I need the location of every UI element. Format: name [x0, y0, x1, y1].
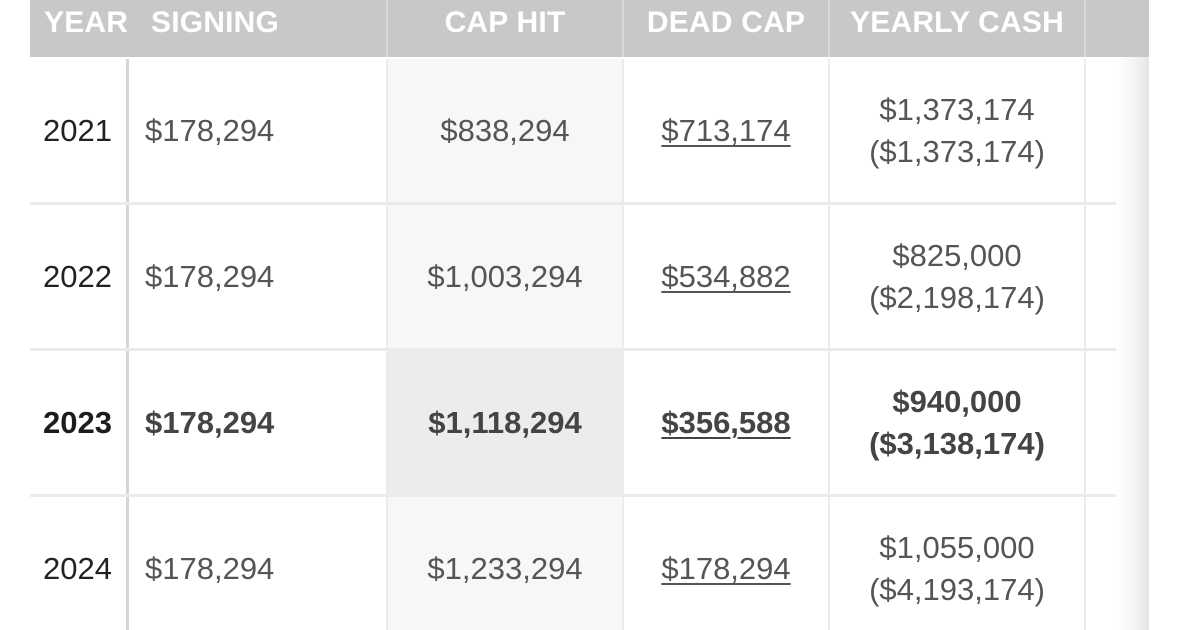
dead-cap-cell: $534,882: [624, 205, 828, 348]
row-divider: [30, 494, 1149, 497]
column-divider: [828, 351, 830, 494]
header-cap-hit[interactable]: CAP HIT: [444, 6, 566, 39]
cap-hit-background: [388, 205, 622, 348]
signing-cell: $178,294: [145, 258, 275, 294]
column-divider: [386, 205, 388, 348]
column-divider: [386, 351, 388, 494]
yearly-cash-value: $940,000: [892, 383, 1022, 419]
column-divider: [828, 497, 830, 630]
table-row: 2024 $178,294 $1,233,294 $178,294 $1,055…: [30, 497, 1149, 630]
column-divider: [1084, 59, 1086, 202]
cumulative-cash-value: ($2,198,174): [869, 279, 1045, 315]
dead-cap-cell: $178,294: [624, 497, 828, 630]
year-cell: 2022: [43, 258, 112, 294]
yearly-cash-cell: $1,373,174 ($1,373,174): [830, 59, 1084, 202]
header-divider: [1084, 0, 1086, 57]
column-divider: [1084, 205, 1086, 348]
year-cell: 2023: [43, 404, 112, 440]
cap-hit-cell: $1,233,294: [427, 550, 583, 586]
column-divider: [126, 497, 129, 630]
header-year[interactable]: YEAR: [44, 6, 129, 39]
row-divider: [30, 202, 1149, 205]
year-cell: 2024: [43, 550, 112, 586]
column-divider: [828, 59, 830, 202]
contract-table: YEAR SIGNING CAP HIT DEAD CAP YEARLY CAS…: [30, 0, 1149, 630]
header-yearly-cash[interactable]: YEARLY CASH: [850, 6, 1064, 39]
header-divider: [828, 0, 830, 57]
signing-cell: $178,294: [145, 404, 275, 440]
cap-hit-cell: $1,118,294: [428, 404, 582, 440]
row-divider: [30, 348, 1149, 351]
header-divider: [622, 0, 624, 57]
column-divider: [386, 59, 388, 202]
dead-cap-link[interactable]: $178,294: [661, 550, 791, 586]
cap-hit-background: [388, 351, 622, 494]
column-divider: [1084, 351, 1086, 494]
table-row: 2022 $178,294 $1,003,294 $534,882 $825,0…: [30, 205, 1149, 348]
table-header: YEAR SIGNING CAP HIT DEAD CAP YEARLY CAS…: [30, 0, 1149, 57]
column-divider: [622, 59, 624, 202]
dead-cap-link[interactable]: $713,174: [661, 112, 791, 148]
column-divider: [828, 205, 830, 348]
dead-cap-link[interactable]: $534,882: [661, 258, 791, 294]
column-divider: [622, 351, 624, 494]
column-divider: [1084, 497, 1086, 630]
header-divider: [386, 0, 388, 57]
signing-cell: $178,294: [145, 112, 275, 148]
cap-hit-background: [388, 497, 622, 630]
year-cell: 2021: [43, 112, 112, 148]
yearly-cash-cell: $940,000 ($3,138,174): [830, 351, 1084, 494]
dead-cap-link[interactable]: $356,588: [661, 404, 791, 440]
yearly-cash-value: $1,373,174: [879, 91, 1035, 127]
yearly-cash-cell: $1,055,000 ($4,193,174): [830, 497, 1084, 630]
horizontal-scroll-shadow: [1116, 57, 1149, 630]
table-row: 2021 $178,294 $838,294 $713,174 $1,373,1…: [30, 59, 1149, 202]
table-row-current: 2023 $178,294 $1,118,294 $356,588 $940,0…: [30, 351, 1149, 494]
cap-hit-cell: $838,294: [440, 112, 570, 148]
cap-hit-cell: $1,003,294: [427, 258, 583, 294]
column-divider: [126, 351, 129, 494]
yearly-cash-value: $825,000: [892, 237, 1022, 273]
column-divider: [126, 205, 129, 348]
dead-cap-cell: $356,588: [624, 351, 828, 494]
column-divider: [126, 59, 129, 202]
cumulative-cash-value: ($3,138,174): [869, 425, 1045, 461]
cumulative-cash-value: ($4,193,174): [869, 571, 1045, 607]
dead-cap-cell: $713,174: [624, 59, 828, 202]
header-signing[interactable]: SIGNING: [151, 6, 280, 39]
yearly-cash-value: $1,055,000: [879, 529, 1035, 565]
signing-cell: $178,294: [145, 550, 275, 586]
column-divider: [386, 497, 388, 630]
header-dead-cap[interactable]: DEAD CAP: [646, 6, 806, 39]
cap-hit-background: [388, 59, 622, 202]
column-divider: [622, 497, 624, 630]
yearly-cash-cell: $825,000 ($2,198,174): [830, 205, 1084, 348]
column-divider: [622, 205, 624, 348]
cumulative-cash-value: ($1,373,174): [869, 133, 1045, 169]
